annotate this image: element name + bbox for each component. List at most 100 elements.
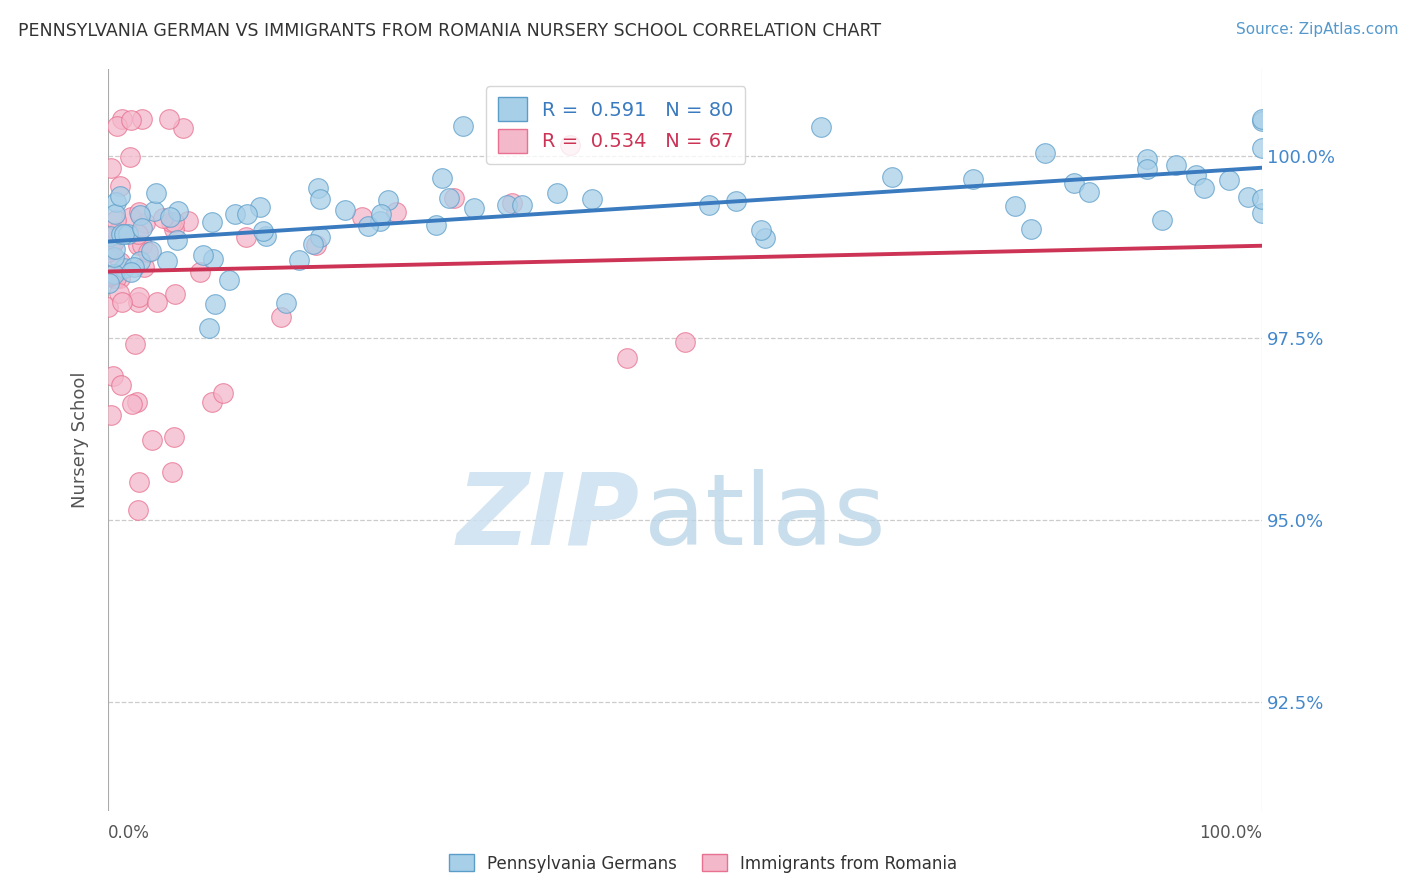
Point bbox=[103, 250, 125, 264]
Point bbox=[108, 189, 131, 203]
Point bbox=[1251, 113, 1274, 128]
Point bbox=[249, 201, 271, 215]
Point bbox=[432, 171, 454, 186]
Point bbox=[673, 335, 696, 350]
Point bbox=[111, 112, 134, 127]
Point bbox=[385, 204, 408, 219]
Point bbox=[104, 227, 127, 241]
Point bbox=[105, 119, 128, 133]
Point bbox=[112, 261, 135, 276]
Point bbox=[128, 205, 150, 219]
Text: PENNSYLVANIA GERMAN VS IMMIGRANTS FROM ROMANIA NURSERY SCHOOL CORRELATION CHART: PENNSYLVANIA GERMAN VS IMMIGRANTS FROM R… bbox=[18, 22, 882, 40]
Point bbox=[97, 301, 120, 315]
Point bbox=[128, 290, 150, 304]
Point bbox=[616, 351, 638, 366]
Point bbox=[128, 475, 150, 489]
Point bbox=[160, 214, 183, 228]
Point bbox=[127, 238, 149, 252]
Point bbox=[224, 206, 246, 220]
Point bbox=[463, 201, 485, 215]
Point bbox=[302, 236, 325, 251]
Point bbox=[117, 227, 139, 241]
Point bbox=[350, 211, 373, 225]
Point bbox=[141, 434, 163, 448]
Point bbox=[132, 260, 155, 274]
Point bbox=[125, 395, 148, 409]
Point bbox=[546, 186, 568, 200]
Point bbox=[305, 238, 328, 252]
Point bbox=[100, 161, 122, 175]
Point bbox=[202, 252, 225, 266]
Point bbox=[1004, 198, 1026, 212]
Point bbox=[193, 248, 215, 262]
Point bbox=[236, 207, 259, 221]
Point bbox=[288, 253, 311, 268]
Point bbox=[145, 186, 167, 201]
Point bbox=[697, 198, 720, 212]
Point bbox=[368, 214, 391, 228]
Point bbox=[307, 181, 329, 195]
Text: Source: ZipAtlas.com: Source: ZipAtlas.com bbox=[1236, 22, 1399, 37]
Text: atlas: atlas bbox=[644, 469, 886, 566]
Point bbox=[496, 198, 519, 212]
Point bbox=[581, 192, 603, 206]
Point bbox=[105, 213, 128, 227]
Point bbox=[377, 193, 399, 207]
Point bbox=[1166, 158, 1188, 172]
Y-axis label: Nursery School: Nursery School bbox=[72, 372, 89, 508]
Point bbox=[252, 224, 274, 238]
Point bbox=[443, 191, 465, 205]
Point bbox=[1192, 181, 1215, 195]
Point bbox=[97, 276, 120, 290]
Point bbox=[308, 230, 330, 244]
Point bbox=[162, 430, 184, 444]
Point bbox=[118, 150, 141, 164]
Point bbox=[254, 229, 277, 244]
Point bbox=[1077, 185, 1099, 199]
Point bbox=[1251, 140, 1274, 154]
Point bbox=[370, 207, 392, 221]
Point bbox=[1251, 112, 1274, 127]
Point bbox=[160, 466, 183, 480]
Point bbox=[163, 215, 186, 229]
Point bbox=[97, 244, 120, 259]
Legend: R =  0.591   N = 80, R =  0.534   N = 67: R = 0.591 N = 80, R = 0.534 N = 67 bbox=[486, 86, 745, 164]
Point bbox=[131, 112, 153, 127]
Point bbox=[103, 270, 125, 285]
Point bbox=[212, 386, 235, 401]
Point bbox=[128, 254, 150, 268]
Point bbox=[101, 235, 124, 250]
Point bbox=[124, 337, 146, 351]
Point bbox=[142, 203, 165, 218]
Point bbox=[188, 264, 211, 278]
Point bbox=[105, 225, 128, 239]
Point bbox=[163, 286, 186, 301]
Point bbox=[104, 207, 127, 221]
Point bbox=[1135, 162, 1157, 177]
Point bbox=[749, 223, 772, 237]
Point bbox=[108, 179, 131, 194]
Point bbox=[1136, 153, 1159, 167]
Point bbox=[724, 194, 747, 208]
Point bbox=[103, 267, 125, 281]
Point bbox=[131, 238, 153, 252]
Point bbox=[198, 320, 221, 334]
Point bbox=[110, 378, 132, 392]
Legend: Pennsylvania Germans, Immigrants from Romania: Pennsylvania Germans, Immigrants from Ro… bbox=[441, 847, 965, 880]
Point bbox=[172, 121, 194, 136]
Point bbox=[162, 222, 184, 236]
Point bbox=[235, 230, 257, 244]
Point bbox=[1236, 190, 1258, 204]
Point bbox=[204, 297, 226, 311]
Point bbox=[309, 192, 332, 206]
Point bbox=[201, 394, 224, 409]
Point bbox=[1152, 212, 1174, 227]
Point bbox=[101, 369, 124, 384]
Point bbox=[1063, 176, 1085, 190]
Point bbox=[139, 244, 162, 258]
Point bbox=[98, 229, 121, 244]
Point bbox=[333, 202, 356, 217]
Point bbox=[100, 408, 122, 422]
Point bbox=[159, 210, 181, 224]
Point bbox=[218, 273, 240, 287]
